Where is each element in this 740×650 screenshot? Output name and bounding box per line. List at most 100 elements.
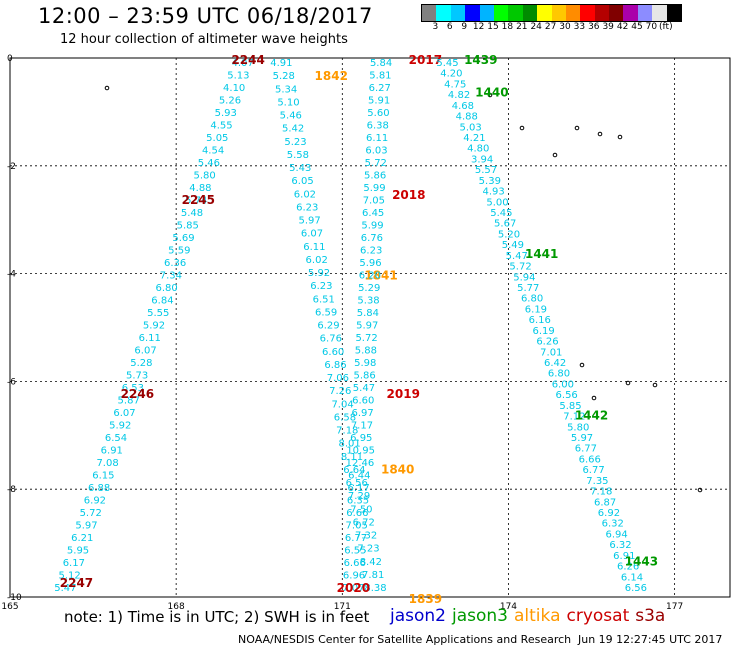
wave-height-value: 6.07: [134, 346, 156, 357]
wave-height-value: 6.66: [344, 558, 366, 569]
island-outline: [591, 395, 597, 401]
wave-height-value: 5.73: [126, 371, 148, 382]
color-scale-label: 15: [487, 22, 499, 32]
wave-height-value: 5.58: [287, 150, 309, 161]
wave-height-value: 7.01: [540, 347, 562, 358]
wave-height-value: 5.95: [67, 546, 89, 557]
y-tick-label: 0: [7, 54, 13, 64]
island-outline: [552, 152, 558, 158]
color-scale-label: 70: [645, 22, 658, 32]
wave-height-value: 5.96: [359, 258, 381, 269]
wave-height-value: 6.76: [361, 233, 383, 244]
pass-time-label: 1839: [409, 592, 442, 606]
wave-height-value: 6.86: [324, 360, 346, 371]
wave-height-value: 7.29: [348, 491, 370, 502]
wave-height-value: 5.72: [509, 262, 531, 273]
wave-height-value: 6.36: [164, 258, 186, 269]
wave-height-value: 6.92: [598, 508, 620, 519]
wave-height-value: 5.74: [185, 196, 207, 207]
color-scale-label: 45: [631, 22, 643, 32]
wave-height-value: 5.34: [275, 84, 297, 95]
wave-height-value: 7.50: [350, 504, 372, 515]
color-scale-label: (ft): [659, 22, 673, 32]
legend-cryosat: cryosat: [566, 606, 630, 626]
color-scale-label: 33: [573, 22, 586, 32]
wave-height-value: 5.92: [143, 321, 165, 332]
wave-height-value: 6.42: [544, 358, 566, 369]
wave-height-value: 5.13: [227, 71, 249, 82]
wave-height-value: 8.11: [341, 452, 363, 463]
island-outline: [697, 487, 703, 493]
pass-time-label: 1842: [315, 69, 348, 83]
wave-height-value: 5.88: [355, 346, 377, 357]
y-tick-label: -8: [7, 485, 16, 495]
color-scale-bar: [421, 4, 683, 22]
wave-height-value: 6.66: [579, 454, 601, 465]
wave-height-value: 6.96: [343, 571, 365, 582]
wave-height-value: 7.81: [362, 570, 384, 581]
wave-height-value: 5.60: [367, 108, 389, 119]
color-scale-label: 18: [501, 22, 514, 32]
credit-text: NOAA/NESDIS Center for Satellite Applica…: [238, 633, 572, 646]
wave-height-value: 6.16: [529, 315, 551, 326]
wave-height-value: 5.49: [502, 240, 524, 251]
y-tick-label: -2: [7, 162, 16, 172]
wave-height-value: 6.56: [556, 390, 578, 401]
wave-height-value: 6.32: [609, 540, 631, 551]
legend-jason2: jason2: [390, 606, 446, 626]
wave-height-value: 5.98: [354, 358, 376, 369]
wave-height-value: 7.07: [342, 583, 364, 594]
wave-height-value: 6.03: [365, 146, 387, 157]
wave-height-value: 5.72: [355, 333, 377, 344]
wave-height-value: 6.66: [346, 508, 368, 519]
wave-height-value: 5.20: [498, 229, 520, 240]
wave-height-value: 6.59: [315, 307, 337, 318]
legend-s3a: s3a: [635, 606, 666, 626]
wave-height-value: 6.21: [71, 533, 93, 544]
wave-height-value: 5.69: [172, 233, 194, 244]
wave-height-value: 5.45: [490, 208, 512, 219]
wave-height-value: 5.84: [357, 308, 379, 319]
wave-height-value: 5.48: [181, 208, 203, 219]
wave-height-value: 6.77: [345, 533, 367, 544]
pass-time-label: 1443: [625, 554, 658, 568]
wave-height-value: 6.26: [536, 337, 558, 348]
wave-height-value: 7.34: [160, 271, 182, 282]
wave-height-value: 8.38: [364, 583, 386, 594]
wave-height-value: 6.35: [347, 496, 369, 507]
chart-subtitle: 12 hour collection of altimeter wave hei…: [60, 32, 348, 47]
wave-height-value: 5.86: [353, 371, 375, 382]
pass-time-label: 2018: [392, 188, 425, 202]
wave-height-value: 7.35: [586, 476, 608, 487]
wave-height-value: 6.14: [621, 572, 643, 583]
wave-height-value: 6.07: [113, 408, 135, 419]
wave-height-value: 6.97: [351, 408, 373, 419]
wave-height-value: 7.08: [96, 458, 118, 469]
wave-height-value: 4.80: [467, 144, 489, 155]
island-outline: [487, 92, 493, 98]
wave-height-value: 6.19: [525, 304, 547, 315]
color-swatch: [609, 5, 624, 21]
wave-height-value: 6.77: [575, 444, 597, 455]
color-scale-label: 36: [588, 22, 600, 32]
wave-height-value: 5.03: [459, 122, 481, 133]
wave-height-value: 6.11: [139, 333, 161, 344]
wave-height-value: 7.23: [357, 544, 379, 555]
wave-height-value: 6.55: [344, 546, 366, 557]
wave-height-value: 6.56: [346, 478, 368, 489]
wave-height-value: 12.46: [346, 458, 375, 469]
color-swatch: [493, 5, 509, 21]
wave-height-value: 6.23: [310, 281, 332, 292]
wave-height-value: 6.87: [594, 497, 616, 508]
wave-height-value: 5.97: [356, 321, 378, 332]
wave-height-value: 4.07: [231, 58, 253, 69]
color-swatch: [508, 5, 523, 21]
color-swatch: [537, 5, 552, 21]
wave-height-value: 6.88: [88, 483, 110, 494]
wave-height-value: 5.10: [277, 97, 299, 108]
wave-height-value: 7.26: [329, 386, 351, 397]
color-swatch: [436, 5, 451, 21]
created-timestamp: Jun 19 12:27:45 UTC 2017: [578, 633, 723, 646]
chart-title: 12:00 – 23:59 UTC 06/18/2017: [38, 4, 373, 28]
color-swatch: [666, 5, 682, 21]
